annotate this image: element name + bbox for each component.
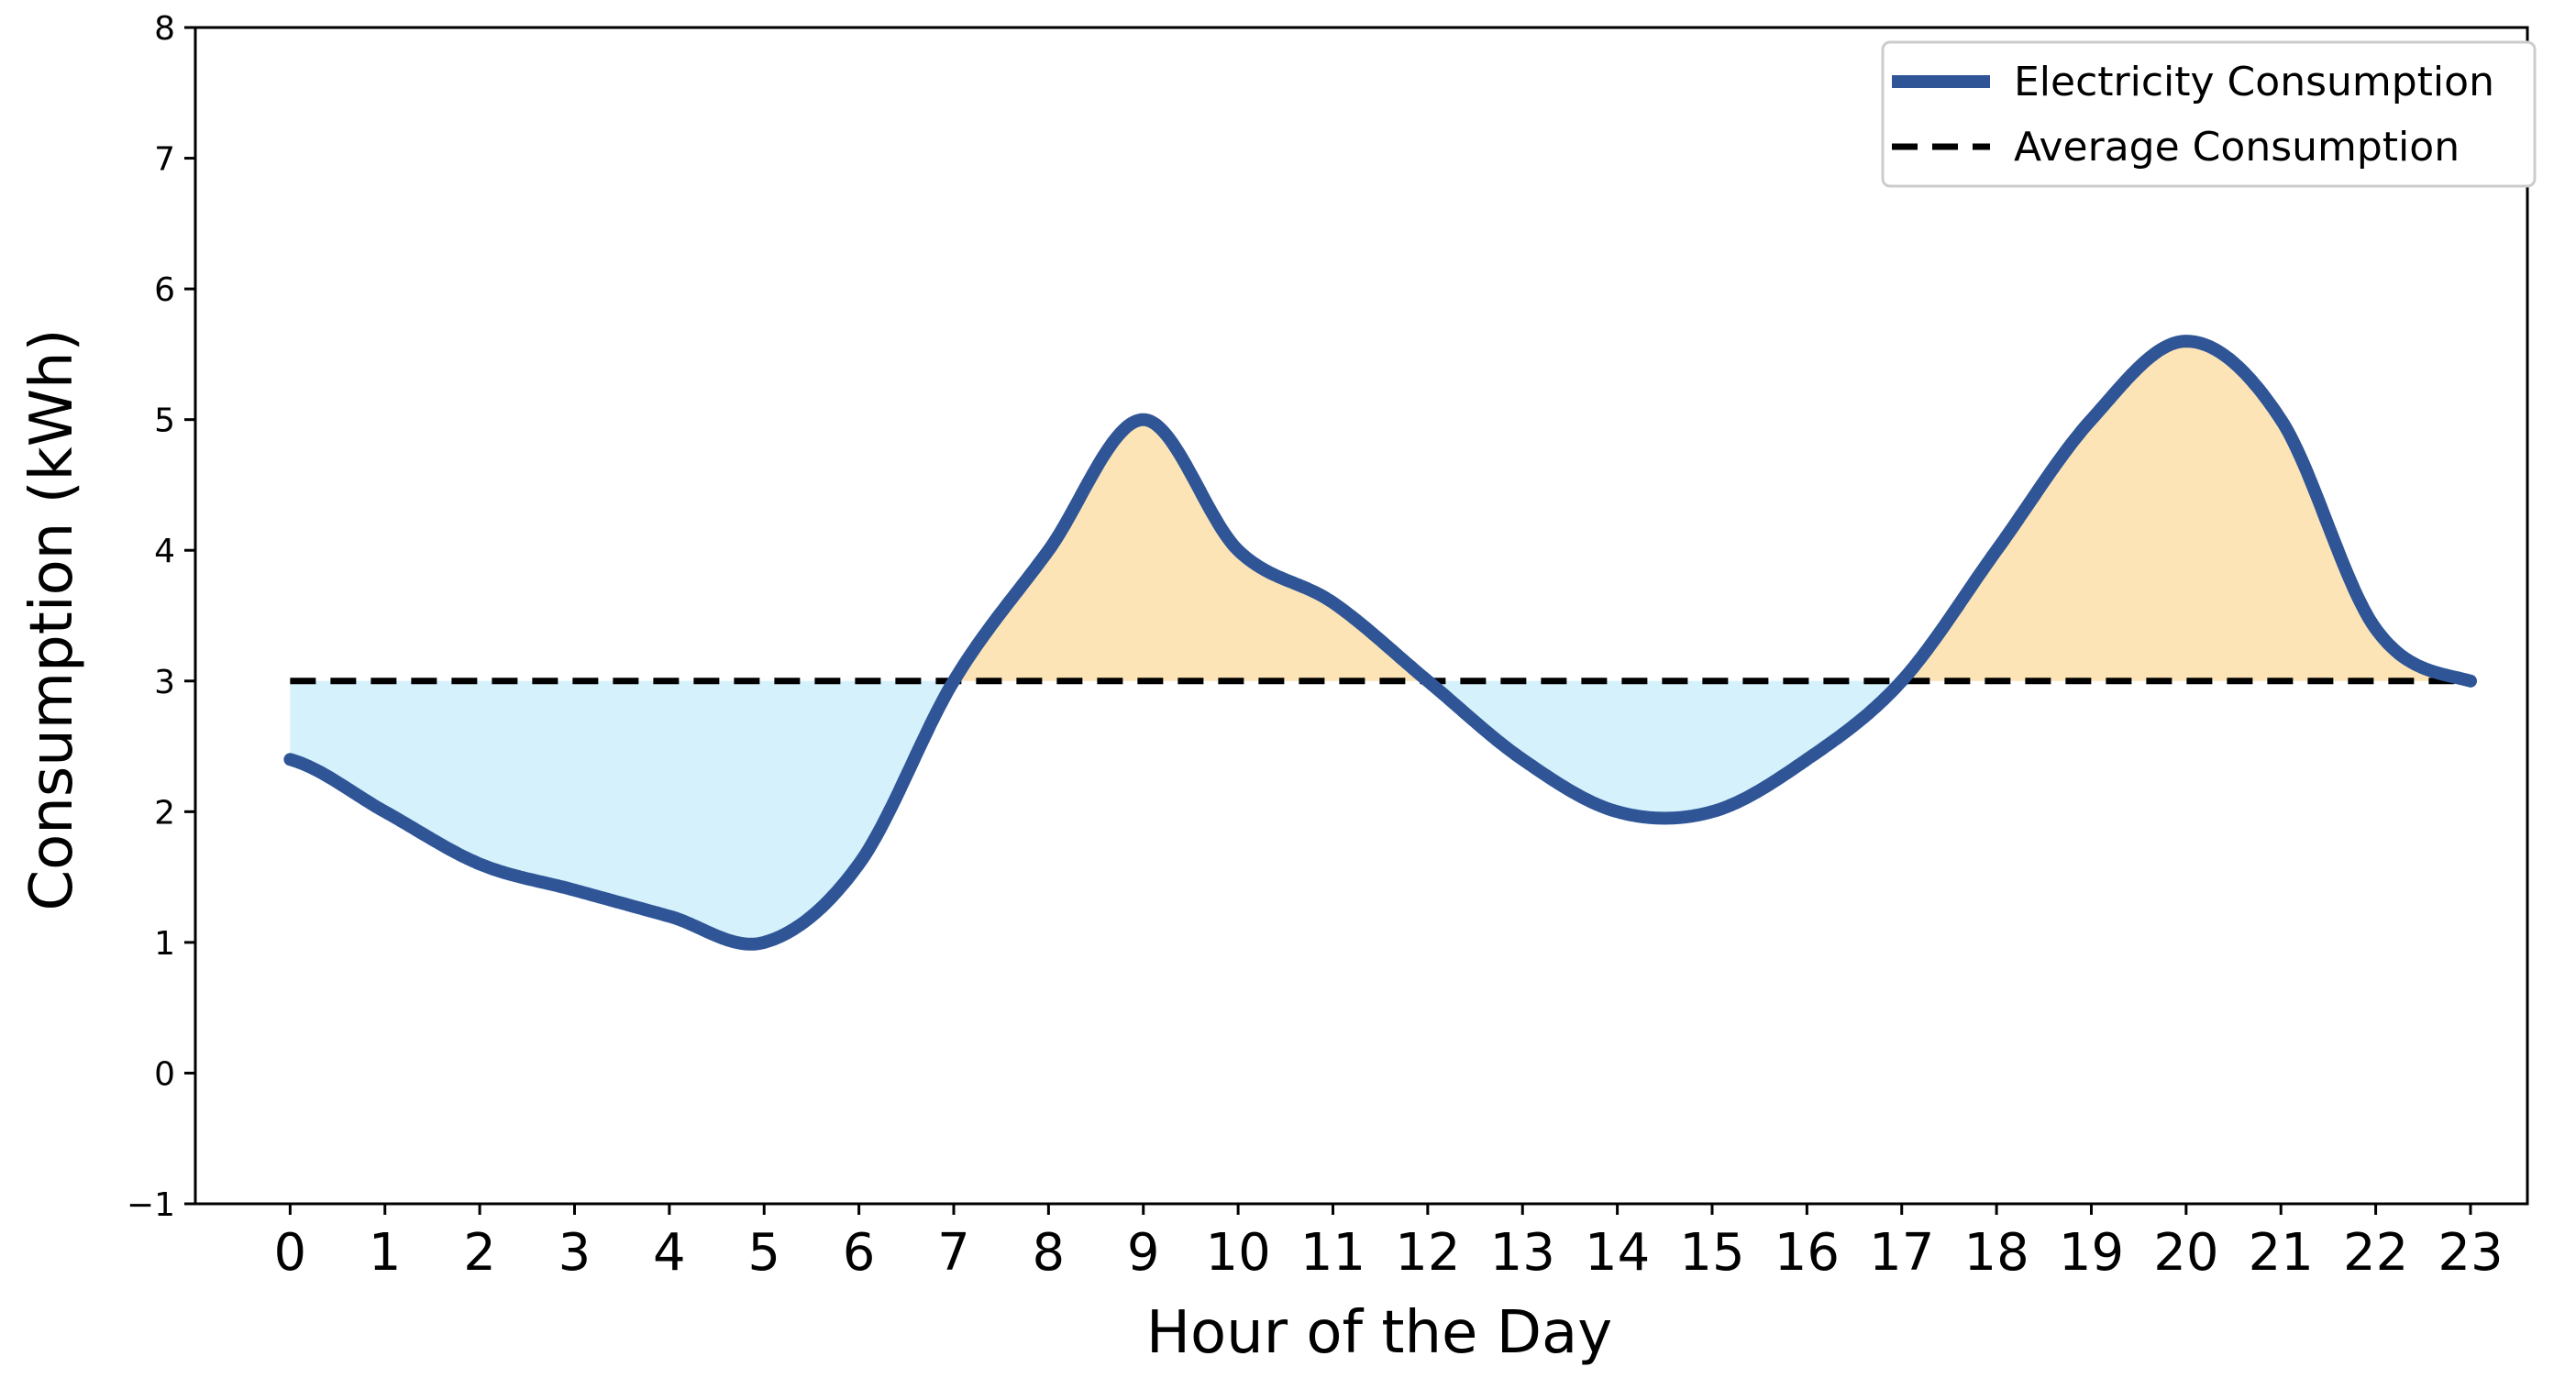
x-tick-label: 16 bbox=[1774, 1223, 1840, 1283]
x-tick-label: 9 bbox=[1127, 1223, 1160, 1283]
x-tick-label: 7 bbox=[937, 1223, 970, 1283]
electricity-consumption-line bbox=[283, 335, 2477, 951]
fill-below-average bbox=[290, 680, 1902, 944]
y-tick-label: 0 bbox=[154, 1055, 175, 1093]
x-tick-label: 15 bbox=[1679, 1223, 1744, 1283]
y-tick-label: 7 bbox=[154, 141, 175, 179]
x-tick-label: 19 bbox=[2059, 1223, 2124, 1283]
x-tick-label: 17 bbox=[1869, 1223, 1934, 1283]
x-tick-label: 6 bbox=[843, 1223, 876, 1283]
y-tick-label: 3 bbox=[154, 664, 175, 701]
y-tick-label: 4 bbox=[154, 533, 175, 570]
y-tick-label: −1 bbox=[127, 1186, 175, 1224]
x-tick-label: 5 bbox=[747, 1223, 780, 1283]
y-axis-title: Consumption (kWh) bbox=[18, 328, 86, 910]
x-tick-label: 2 bbox=[463, 1223, 496, 1283]
x-tick-label: 11 bbox=[1300, 1223, 1365, 1283]
x-axis-title: Hour of the Day bbox=[1146, 1299, 1612, 1367]
y-tick-label: 2 bbox=[154, 794, 175, 832]
y-tick-label: 1 bbox=[154, 925, 175, 963]
legend: Electricity Consumption Average Consumpt… bbox=[1881, 40, 2537, 188]
x-tick-label: 21 bbox=[2249, 1223, 2314, 1283]
x-tick-label: 3 bbox=[558, 1223, 591, 1283]
x-tick-label: 18 bbox=[1963, 1223, 2029, 1283]
y-tick-label: 8 bbox=[154, 10, 175, 48]
y-tick-label: 5 bbox=[154, 402, 175, 440]
x-tick-label: 1 bbox=[369, 1223, 402, 1283]
fill-above-average bbox=[954, 341, 2471, 681]
x-tick-label: 14 bbox=[1585, 1223, 1650, 1283]
x-tick-label: 22 bbox=[2343, 1223, 2408, 1283]
x-tick-label: 20 bbox=[2153, 1223, 2218, 1283]
x-tick-label: 10 bbox=[1205, 1223, 1270, 1283]
x-tick-label: 13 bbox=[1490, 1223, 1555, 1283]
plot-frame bbox=[193, 26, 2529, 1206]
x-tick-label: 8 bbox=[1033, 1223, 1066, 1283]
legend-box bbox=[1881, 40, 2537, 188]
y-tick-label: 6 bbox=[154, 271, 175, 309]
x-tick-label: 4 bbox=[653, 1223, 686, 1283]
legend-label-electricity: Electricity Consumption bbox=[2014, 59, 2494, 105]
legend-label-average: Average Consumption bbox=[2014, 124, 2460, 171]
x-axis-ticks: 0 1 2 3 4 5 6 7 8 9 10 11 12 13 14 15 16 17 18 19 20 21 22 23 bbox=[274, 1204, 2504, 1283]
x-tick-label: 0 bbox=[274, 1223, 307, 1283]
x-tick-label: 12 bbox=[1395, 1223, 1460, 1283]
x-tick-label: 23 bbox=[2438, 1223, 2503, 1283]
y-axis-ticks: −1 0 1 2 3 4 5 6 7 8 bbox=[127, 10, 195, 1224]
